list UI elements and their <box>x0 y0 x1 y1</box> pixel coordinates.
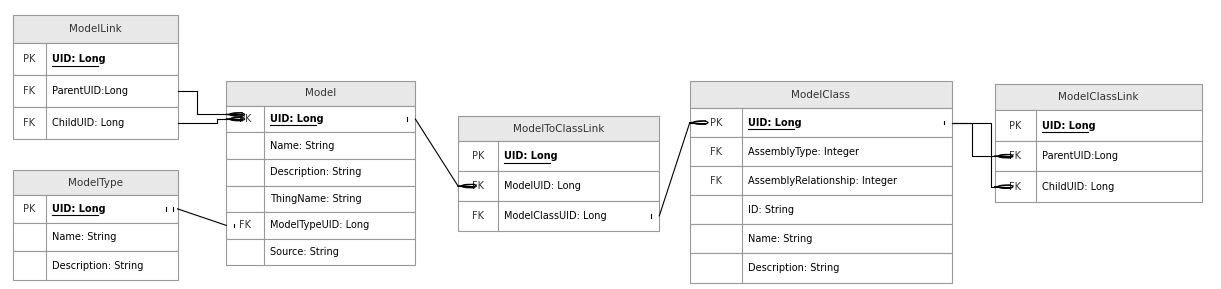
Bar <box>226 81 415 106</box>
Bar <box>690 81 952 108</box>
Text: ModelClass: ModelClass <box>791 90 850 100</box>
Text: Source: String: Source: String <box>270 247 339 257</box>
Bar <box>690 195 952 224</box>
Bar <box>690 224 952 253</box>
Bar <box>458 141 659 171</box>
Text: ParentUID:Long: ParentUID:Long <box>53 86 128 96</box>
Text: FK: FK <box>473 211 485 221</box>
Bar <box>690 166 952 195</box>
Text: Model: Model <box>305 88 337 99</box>
Text: FK: FK <box>1010 151 1022 161</box>
Text: AssemblyType: Integer: AssemblyType: Integer <box>748 147 860 157</box>
Text: Name: String: Name: String <box>270 141 335 151</box>
Text: PK: PK <box>1010 121 1022 131</box>
Text: PK: PK <box>239 114 252 124</box>
Text: UID: Long: UID: Long <box>748 118 802 128</box>
Text: AssemblyRelationship: Integer: AssemblyRelationship: Integer <box>748 176 897 186</box>
Bar <box>13 15 177 42</box>
Bar <box>458 116 659 141</box>
Text: ChildUID: Long: ChildUID: Long <box>1043 182 1115 192</box>
Bar <box>690 108 952 137</box>
Bar <box>13 75 177 107</box>
Bar <box>13 223 177 251</box>
Bar <box>13 107 177 139</box>
Text: ModelLink: ModelLink <box>68 24 122 34</box>
Text: ModelClassLink: ModelClassLink <box>1059 92 1139 102</box>
Text: UID: Long: UID: Long <box>53 53 105 64</box>
Text: FK: FK <box>239 221 252 230</box>
Text: PK: PK <box>23 204 35 214</box>
Text: Description: String: Description: String <box>53 260 143 271</box>
Bar <box>995 84 1201 110</box>
Bar <box>226 106 415 132</box>
Bar <box>458 171 659 201</box>
Text: ModelToClassLink: ModelToClassLink <box>513 123 604 134</box>
Bar <box>995 141 1201 171</box>
Text: ChildUID: Long: ChildUID: Long <box>53 118 125 128</box>
Text: UID: Long: UID: Long <box>270 114 324 124</box>
Text: PK: PK <box>473 151 485 161</box>
Text: FK: FK <box>23 118 35 128</box>
Bar <box>13 251 177 280</box>
Text: ThingName: String: ThingName: String <box>270 194 361 204</box>
Text: ParentUID:Long: ParentUID:Long <box>1043 151 1118 161</box>
Text: ModelTypeUID: Long: ModelTypeUID: Long <box>270 221 370 230</box>
Text: FK: FK <box>709 176 722 186</box>
Text: FK: FK <box>1010 182 1022 192</box>
Bar <box>226 186 415 212</box>
Text: FK: FK <box>709 147 722 157</box>
Text: ModelClassUID: Long: ModelClassUID: Long <box>504 211 607 221</box>
Bar <box>995 171 1201 202</box>
Text: ModelUID: Long: ModelUID: Long <box>504 181 581 191</box>
Text: PK: PK <box>23 53 35 64</box>
Text: Name: String: Name: String <box>53 232 116 242</box>
Text: FK: FK <box>473 181 485 191</box>
Text: Name: String: Name: String <box>748 234 813 244</box>
Bar <box>13 171 177 195</box>
Text: ModelType: ModelType <box>67 177 123 188</box>
Text: UID: Long: UID: Long <box>504 151 558 161</box>
Text: Description: String: Description: String <box>270 167 361 177</box>
Bar <box>13 42 177 75</box>
Bar <box>13 195 177 223</box>
Bar <box>690 253 952 283</box>
Bar <box>226 159 415 186</box>
Text: FK: FK <box>23 86 35 96</box>
Bar <box>226 212 415 239</box>
Bar <box>458 201 659 231</box>
Text: PK: PK <box>709 118 722 128</box>
Text: Description: String: Description: String <box>748 263 840 273</box>
Bar <box>226 239 415 265</box>
Bar <box>226 132 415 159</box>
Bar <box>995 110 1201 141</box>
Text: ID: String: ID: String <box>748 205 795 215</box>
Text: UID: Long: UID: Long <box>1043 121 1096 131</box>
Bar <box>690 137 952 166</box>
Text: UID: Long: UID: Long <box>53 204 105 214</box>
